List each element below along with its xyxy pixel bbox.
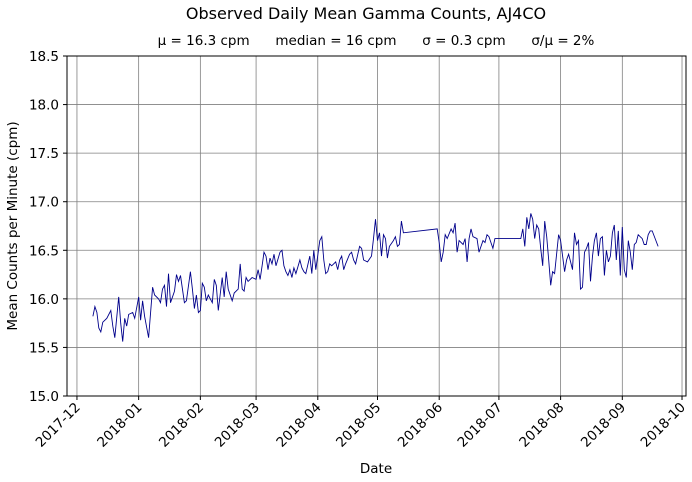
x-tick-label: 2018-05 — [333, 400, 384, 451]
y-tick-label: 15.5 — [29, 340, 59, 356]
x-tick-label: 2018-07 — [455, 400, 506, 451]
x-tick-label: 2017-12 — [33, 400, 84, 451]
y-ticks: 15.0 15.5 16.0 16.5 17.0 17.5 18.0 18.5 — [29, 49, 67, 405]
y-tick-label: 15.0 — [29, 389, 59, 405]
chart-title: Observed Daily Mean Gamma Counts, AJ4CO — [186, 4, 546, 23]
x-tick-label: 2018-03 — [212, 400, 263, 451]
x-tick-label: 2018-01 — [94, 400, 145, 451]
series-line — [92, 213, 659, 342]
plot-frame — [66, 55, 687, 397]
grid — [67, 55, 686, 397]
x-axis-label: Date — [360, 461, 392, 477]
y-tick-label: 16.0 — [29, 292, 59, 308]
y-tick-label: 18.0 — [29, 98, 59, 114]
chart-subtitle: μ = 16.3 cpm median = 16 cpm σ = 0.3 cpm… — [158, 33, 595, 49]
x-ticks: 2017-12 2018-01 2018-02 2018-03 2018-04 2018-… — [33, 396, 689, 451]
x-tick-label: 2018-02 — [156, 400, 207, 451]
y-tick-label: 16.5 — [29, 243, 59, 259]
x-tick-label: 2018-08 — [516, 400, 567, 451]
x-tick-label: 2018-04 — [273, 400, 324, 451]
x-tick-label: 2018-10 — [638, 400, 689, 451]
x-tick-label: 2018-09 — [578, 400, 629, 451]
x-tick-label: 2018-06 — [395, 400, 446, 451]
y-tick-label: 18.5 — [29, 49, 59, 65]
y-tick-label: 17.5 — [29, 146, 59, 162]
y-tick-label: 17.0 — [29, 195, 59, 211]
y-axis-label: Mean Counts per Minute (cpm) — [5, 121, 21, 330]
